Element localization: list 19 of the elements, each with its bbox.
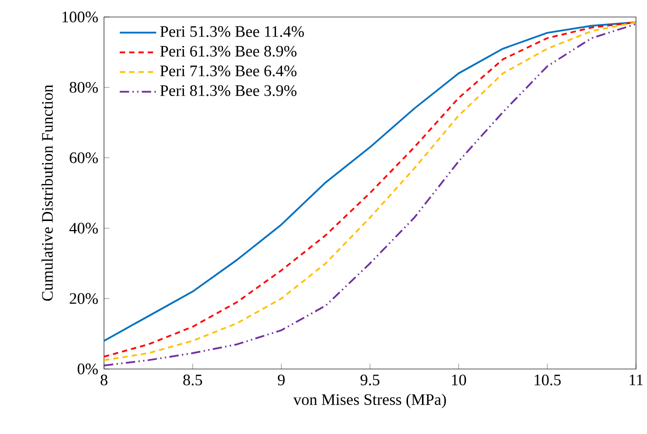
legend-label: Peri 71.3% Bee 6.4% xyxy=(160,66,296,76)
y-tick-label: 40% xyxy=(69,222,98,234)
x-tick-label: 10 xyxy=(452,374,466,386)
x-tick-label: 8.5 xyxy=(183,374,202,386)
y-tick-label: 100% xyxy=(62,12,98,22)
x-tick-label: 11 xyxy=(630,374,643,386)
x-tick-label: 9.5 xyxy=(360,374,380,386)
legend-label: Peri 51.3% Bee 11.4% xyxy=(160,26,304,37)
y-tick-label: 60% xyxy=(70,152,98,164)
x-tick-label: 9 xyxy=(278,374,285,386)
y-tick-label: 0% xyxy=(78,364,98,374)
x-axis-title: von Mises Stress (MPa) xyxy=(293,394,446,408)
y-axis-title: Cumulative Distribution Function xyxy=(42,84,53,301)
x-tick-label: 10.5 xyxy=(534,374,561,386)
y-tick-label: 80% xyxy=(70,82,98,93)
legend-label: Peri 81.3% Bee 3.9% xyxy=(160,85,296,96)
y-tick-label: 20% xyxy=(70,293,98,304)
x-tick-label: 8 xyxy=(100,374,108,386)
legend-label: Peri 61.3% Bee 8.9% xyxy=(160,46,296,57)
